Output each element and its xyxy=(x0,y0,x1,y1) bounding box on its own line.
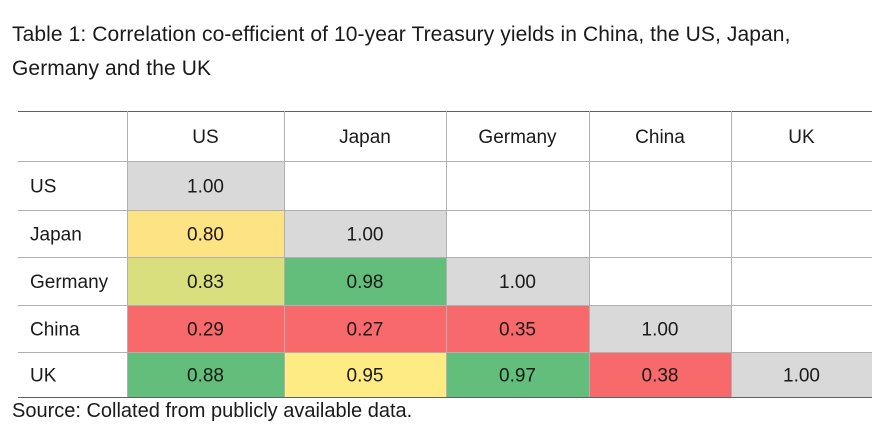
row-header-china: China xyxy=(30,320,80,341)
cell-value-uk-china: 0.38 xyxy=(642,366,679,387)
row-header-uk: UK xyxy=(30,366,57,387)
cell-bg-us-us xyxy=(127,161,284,210)
cell-value-china-japan: 0.27 xyxy=(347,320,384,341)
column-header-germany: Germany xyxy=(478,127,557,148)
cell-bg-china-china xyxy=(589,305,731,352)
cell-value-germany-us: 0.83 xyxy=(187,272,224,293)
cell-bg-germany-uk xyxy=(731,257,872,305)
cell-value-germany-germany: 1.00 xyxy=(499,272,536,293)
cell-bg-us-china xyxy=(589,161,731,210)
cell-bg-germany-germany xyxy=(446,257,589,305)
source-note: Source: Collated from publicly available… xyxy=(12,400,413,422)
cell-bg-china-germany xyxy=(446,305,589,352)
cell-bg-japan-uk xyxy=(731,210,872,257)
cell-bg-uk-germany xyxy=(446,352,589,397)
cell-bg-china-japan xyxy=(284,305,446,352)
column-header-us: US xyxy=(192,127,218,148)
cell-value-uk-us: 0.88 xyxy=(187,366,224,387)
cell-value-china-us: 0.29 xyxy=(187,320,224,341)
cell-bg-germany-china xyxy=(589,257,731,305)
cell-bg-germany-us xyxy=(127,257,284,305)
row-header-us: US xyxy=(30,177,56,198)
table-gridlines xyxy=(18,111,872,398)
cell-value-japan-japan: 1.00 xyxy=(347,225,384,246)
cell-bg-us-germany xyxy=(446,161,589,210)
cell-value-uk-germany: 0.97 xyxy=(499,366,536,387)
column-header-japan: Japan xyxy=(339,127,391,148)
cell-bg-china-uk xyxy=(731,305,872,352)
cell-value-china-germany: 0.35 xyxy=(499,320,536,341)
cell-bg-uk-china xyxy=(589,352,731,397)
cell-bg-uk-uk xyxy=(731,352,872,397)
cell-bg-uk-japan xyxy=(284,352,446,397)
row-header-japan: Japan xyxy=(30,225,82,246)
column-header-uk: UK xyxy=(788,127,815,148)
column-header-china: China xyxy=(635,127,685,148)
cell-bg-china-us xyxy=(127,305,284,352)
cell-value-japan-us: 0.80 xyxy=(187,225,224,246)
cell-bg-us-uk xyxy=(731,161,872,210)
page-title: Table 1: Correlation co-efficient of 10-… xyxy=(12,23,791,80)
row-header-germany: Germany xyxy=(30,272,109,293)
cell-bg-germany-japan xyxy=(284,257,446,305)
table-labels: US Japan Germany China UK US Japan Germany China… xyxy=(30,127,820,387)
table-cells xyxy=(127,161,872,397)
cell-bg-japan-us xyxy=(127,210,284,257)
cell-value-uk-japan: 0.95 xyxy=(347,366,384,387)
cell-bg-japan-germany xyxy=(446,210,589,257)
cell-value-china-china: 1.00 xyxy=(642,320,679,341)
cell-bg-japan-japan xyxy=(284,210,446,257)
cell-bg-uk-us xyxy=(127,352,284,397)
cell-value-uk-uk: 1.00 xyxy=(783,366,820,387)
cell-value-germany-japan: 0.98 xyxy=(347,272,384,293)
cell-bg-us-japan xyxy=(284,161,446,210)
cell-bg-japan-china xyxy=(589,210,731,257)
cell-value-us-us: 1.00 xyxy=(187,177,224,198)
